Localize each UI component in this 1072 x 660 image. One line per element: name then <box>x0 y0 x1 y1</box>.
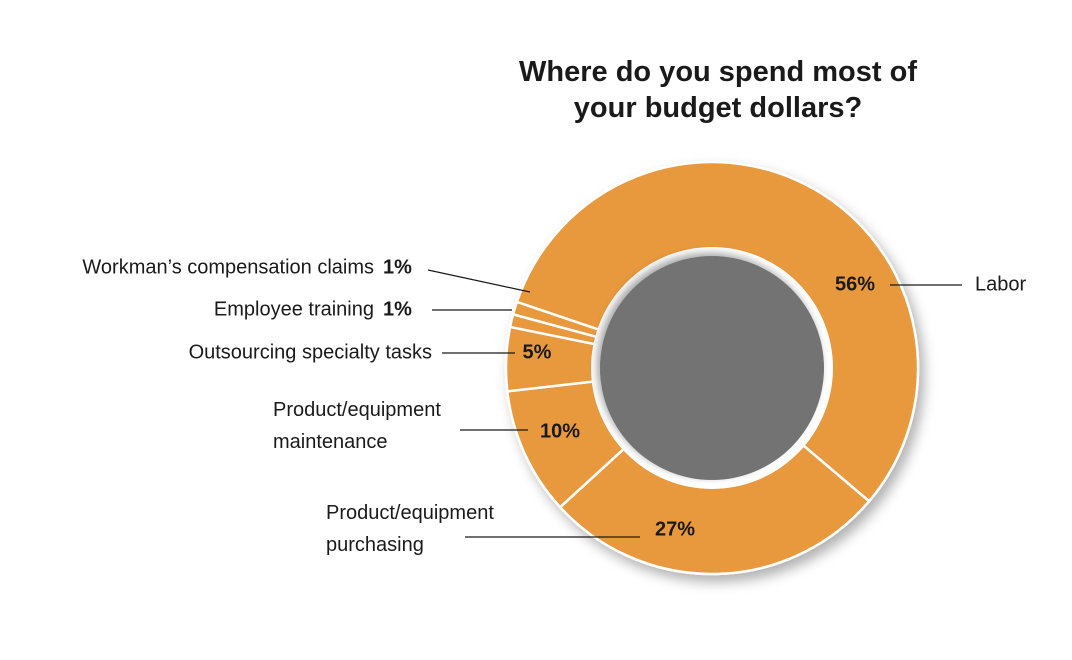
category-label: Employee training <box>214 298 374 320</box>
data-label: 10% <box>540 420 580 442</box>
category-label: Workman’s compensation claims <box>82 256 374 278</box>
leader-line <box>427 269 531 293</box>
hole <box>600 256 824 480</box>
labels: 56% Labor 27% 10% 5% Outsourcing specialty ta… <box>82 256 1026 540</box>
category-label: Product/equipment purchasing <box>326 502 494 556</box>
data-label: 27% <box>655 518 695 540</box>
category-label: Product/equipment maintenance <box>273 399 441 453</box>
data-label: 56% <box>835 273 875 295</box>
chart-title: Where do you spend most of your budget d… <box>519 56 917 124</box>
category-label: Labor <box>975 273 1026 295</box>
data-label: 1% <box>383 298 412 320</box>
data-label: 5% <box>523 341 552 363</box>
category-label: Outsourcing specialty tasks <box>189 341 432 363</box>
data-label: 1% <box>383 256 412 278</box>
